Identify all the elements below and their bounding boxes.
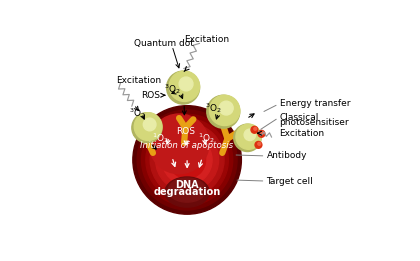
Circle shape bbox=[179, 77, 193, 91]
Circle shape bbox=[261, 131, 264, 134]
Text: $^3$O$_2$: $^3$O$_2$ bbox=[205, 101, 222, 115]
Text: ROS: ROS bbox=[176, 127, 196, 136]
Circle shape bbox=[258, 130, 265, 137]
Text: degradation: degradation bbox=[153, 187, 221, 197]
Circle shape bbox=[244, 129, 256, 141]
Circle shape bbox=[169, 71, 200, 102]
Ellipse shape bbox=[165, 177, 209, 207]
Circle shape bbox=[162, 135, 212, 185]
Circle shape bbox=[142, 114, 233, 205]
Circle shape bbox=[137, 110, 237, 210]
Text: Target cell: Target cell bbox=[267, 176, 313, 186]
Circle shape bbox=[236, 124, 261, 149]
Circle shape bbox=[143, 118, 156, 131]
Circle shape bbox=[132, 113, 162, 143]
Text: $^1$O$_2$: $^1$O$_2$ bbox=[198, 131, 215, 145]
Circle shape bbox=[133, 106, 242, 214]
Circle shape bbox=[254, 127, 257, 130]
Circle shape bbox=[167, 71, 200, 104]
Circle shape bbox=[169, 141, 205, 178]
Text: Classical: Classical bbox=[280, 113, 319, 122]
Text: ROS: ROS bbox=[141, 91, 160, 100]
Circle shape bbox=[134, 113, 162, 140]
Text: $^1$O$_2$: $^1$O$_2$ bbox=[152, 131, 168, 145]
Circle shape bbox=[207, 95, 240, 128]
Text: Initiation of apoptosis: Initiation of apoptosis bbox=[139, 141, 233, 150]
Ellipse shape bbox=[168, 178, 206, 202]
Text: DNA: DNA bbox=[175, 180, 199, 190]
Circle shape bbox=[255, 141, 262, 148]
Text: Energy transfer: Energy transfer bbox=[280, 99, 350, 108]
Circle shape bbox=[156, 128, 218, 191]
Circle shape bbox=[149, 114, 209, 174]
Text: Excitation: Excitation bbox=[280, 129, 325, 138]
Circle shape bbox=[258, 143, 261, 145]
Text: Excitation: Excitation bbox=[184, 35, 229, 44]
Text: Excitation: Excitation bbox=[116, 76, 161, 85]
Text: Quantum dot: Quantum dot bbox=[134, 39, 194, 48]
Text: $^3$O$_2$: $^3$O$_2$ bbox=[129, 106, 146, 120]
Circle shape bbox=[251, 126, 258, 133]
Text: photosensitiser: photosensitiser bbox=[280, 118, 349, 127]
Circle shape bbox=[150, 123, 224, 197]
Circle shape bbox=[234, 124, 261, 151]
Text: Antibody: Antibody bbox=[267, 151, 307, 161]
Text: $^3$O$_2$: $^3$O$_2$ bbox=[163, 82, 181, 96]
Circle shape bbox=[146, 119, 228, 201]
Circle shape bbox=[210, 95, 240, 126]
Circle shape bbox=[219, 101, 233, 115]
